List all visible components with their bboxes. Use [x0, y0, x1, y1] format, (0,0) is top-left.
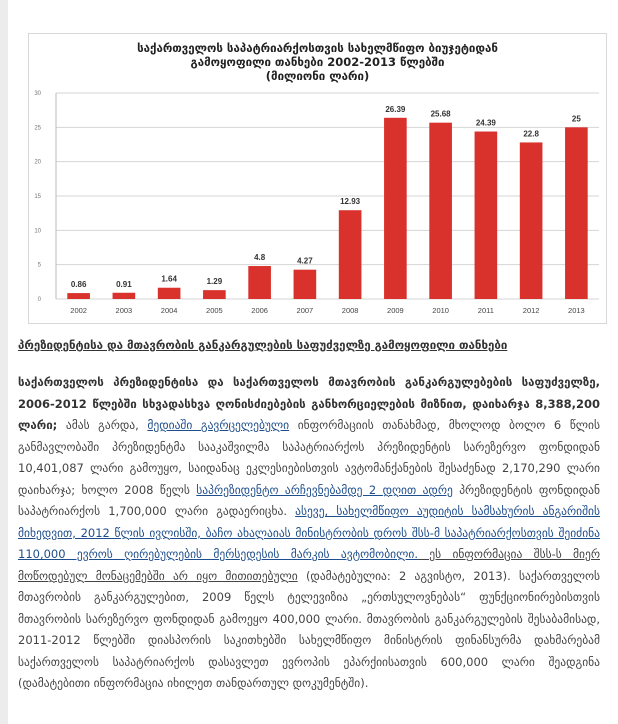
bar	[338, 210, 362, 299]
left-gutter	[0, 0, 8, 724]
data-label: 26.39	[385, 105, 406, 114]
y-tick-label: 25	[34, 125, 41, 131]
data-label: 25	[572, 114, 581, 123]
data-label: 25.68	[431, 110, 452, 119]
data-label: 0.91	[116, 280, 132, 289]
text: ამას გარდა,	[57, 418, 148, 432]
x-tick-label: 2008	[342, 306, 359, 315]
bar	[293, 269, 317, 299]
bold-summary: საქართველოს პრეზიდენტისა და საქართველოს …	[18, 375, 600, 432]
bar	[519, 142, 543, 299]
x-tick-label: 2013	[568, 306, 585, 315]
article-paragraph: საქართველოს პრეზიდენტისა და საქართველოს …	[18, 372, 600, 695]
underlined-note: ეს ინფორმაცია შსს-ს მიერ მოწოდებულ მონაც…	[18, 547, 600, 583]
bar	[67, 293, 90, 299]
data-label: 0.86	[71, 280, 87, 289]
x-tick-label: 2012	[523, 306, 540, 315]
bar	[203, 290, 226, 299]
y-tick-label: 5	[38, 263, 42, 269]
chart-title-line: (მილიონი ლარი)	[265, 69, 370, 83]
section-heading-link[interactable]: პრეზიდენტისა და მთავრობის განკარგულების …	[18, 338, 508, 352]
chart-title-line: გამოყოფილი თანხები 2002-2013 წლებში	[190, 55, 445, 69]
audit-link[interactable]: ასევე, სახელმწიფო აუდიტის სამსახურის ანგ…	[18, 504, 600, 561]
x-tick-label: 2006	[251, 306, 268, 315]
data-label: 1.64	[161, 275, 177, 284]
media-link[interactable]: მედიაში გავრცელებული	[147, 418, 290, 432]
data-label: 12.93	[340, 197, 361, 206]
y-tick-label: 15	[34, 194, 41, 200]
x-tick-label: 2010	[432, 306, 449, 315]
x-tick-label: 2007	[297, 306, 314, 315]
y-tick-label: 0	[38, 297, 42, 303]
bar	[429, 122, 452, 299]
x-tick-label: 2004	[161, 306, 178, 315]
bar-chart: საქართველოს საპატრიარქოსთვის სახელმწიფო …	[28, 33, 607, 324]
data-label: 24.39	[476, 119, 497, 128]
text: პრეზიდენტის ფონდიდან საპატრიარქოს 1,700,…	[18, 482, 600, 519]
bar	[384, 117, 407, 299]
bar	[248, 266, 271, 299]
y-tick-label: 30	[34, 91, 41, 97]
bar	[157, 287, 181, 299]
y-tick-label: 20	[34, 160, 41, 166]
x-tick-label: 2005	[206, 306, 223, 315]
bar	[474, 131, 498, 299]
chart-title: საქართველოს საპატრიარქოსთვის სახელმწიფო …	[29, 41, 606, 83]
data-label: 4.27	[297, 257, 313, 266]
data-label: 4.8	[254, 253, 266, 262]
data-label: 1.29	[207, 277, 223, 286]
chart-plot: 0 5 10 15 20 25 30 0.86 2002 0.91 2003 1.64 2004 1.29…	[34, 91, 599, 315]
bar	[112, 292, 136, 299]
elections-link[interactable]: საპრეზიდენტო არჩევნებამდე 2 დღით ადრე	[196, 482, 453, 497]
chart-title-line: საქართველოს საპატრიარქოსთვის სახელმწიფო …	[137, 41, 498, 55]
x-tick-label: 2003	[116, 306, 133, 315]
bar	[565, 127, 588, 299]
data-label: 22.8	[523, 129, 539, 138]
text: (დამატებულია: 2 აგვისტო, 2013). საქართვე…	[18, 568, 600, 691]
x-tick-label: 2009	[387, 306, 404, 315]
y-tick-label: 10	[34, 228, 41, 234]
x-tick-label: 2011	[478, 306, 494, 315]
x-tick-label: 2002	[70, 306, 87, 315]
text: ინფორმაციის თანახმად, მხოლოდ ბოლო 6 წლის…	[18, 418, 600, 497]
